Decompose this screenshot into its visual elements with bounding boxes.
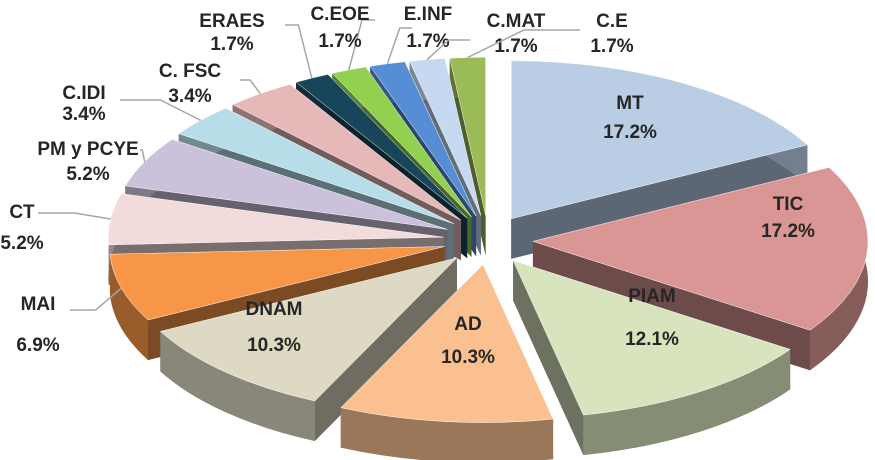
leader-line [120,99,202,122]
slice [331,66,472,218]
value-label: 17.2% [761,221,815,242]
value-label: 3.4% [168,86,211,107]
leader-line [426,39,470,61]
value-label: 1.7% [494,36,537,57]
slice-rim [583,349,791,456]
category-label: C.IDI [62,83,105,104]
slice [510,60,808,220]
category-label: C. FSC [159,61,222,82]
slice [232,84,462,221]
value-label: 6.9% [16,335,59,356]
category-label: TIC [773,194,804,215]
value-label: 5.2% [66,164,109,185]
value-label: 5.2% [0,233,43,254]
value-label: 12.1% [625,329,679,350]
category-label: C.E [596,11,628,32]
slice-rim [109,254,149,360]
value-label: 10.3% [247,335,301,356]
category-label: C.MAT [487,11,546,32]
slice [178,107,455,225]
category-label: MAI [21,294,56,315]
value-label: 10.3% [441,347,495,368]
category-label: ERAES [199,11,264,32]
slice-side [513,260,584,456]
leader-line [240,79,261,95]
value-label: 3.4% [62,104,105,125]
labels: MT 17.2% TIC 17.2% PIAM 12.1% AD 10.3% DNAM 10.3%… [0,4,815,368]
slice [340,264,554,423]
category-label: C.EOE [310,4,369,25]
slice [124,139,448,230]
slice [159,257,458,402]
leader-line [70,287,122,311]
pie [108,57,869,460]
leader-line [386,27,412,65]
leader-line [467,29,580,59]
slice-rim [340,407,554,460]
slice [512,260,791,416]
slice [532,167,869,331]
category-label: PIAM [628,286,676,307]
leader-line [348,19,375,71]
slice [295,74,468,219]
leader-line [140,149,146,162]
category-label: DNAM [246,299,303,320]
value-label: 1.7% [406,31,449,52]
leader-line [38,212,111,220]
category-label: CT [9,202,35,223]
category-label: MT [616,93,644,114]
value-label: 1.7% [210,34,253,55]
value-label: 17.2% [603,122,657,143]
value-label: 1.7% [318,31,361,52]
category-label: AD [454,314,481,335]
leader-line [285,24,313,79]
category-label: E.INF [404,4,453,25]
category-label: PM y PCYE [37,139,138,160]
value-label: 1.7% [590,36,633,57]
